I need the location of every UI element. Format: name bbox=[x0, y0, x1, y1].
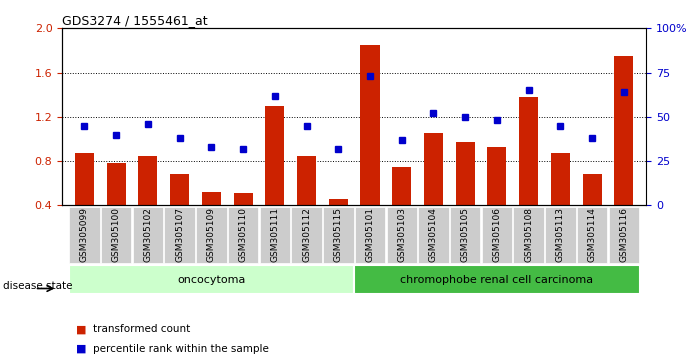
Bar bbox=[202, 192, 221, 205]
Text: GSM305110: GSM305110 bbox=[238, 207, 247, 262]
FancyBboxPatch shape bbox=[482, 207, 512, 263]
Text: disease state: disease state bbox=[3, 281, 73, 291]
Bar bbox=[487, 147, 507, 205]
FancyBboxPatch shape bbox=[68, 266, 354, 294]
Text: GSM305108: GSM305108 bbox=[524, 207, 533, 262]
Bar bbox=[170, 175, 189, 205]
FancyBboxPatch shape bbox=[354, 207, 386, 263]
FancyBboxPatch shape bbox=[354, 266, 640, 294]
FancyBboxPatch shape bbox=[164, 207, 195, 263]
Bar bbox=[234, 193, 253, 205]
Text: GSM305107: GSM305107 bbox=[175, 207, 184, 262]
Text: GSM305116: GSM305116 bbox=[619, 207, 628, 262]
FancyBboxPatch shape bbox=[260, 207, 290, 263]
Bar bbox=[583, 175, 602, 205]
Text: GSM305100: GSM305100 bbox=[112, 207, 121, 262]
Text: GDS3274 / 1555461_at: GDS3274 / 1555461_at bbox=[62, 14, 208, 27]
Bar bbox=[297, 155, 316, 205]
Bar bbox=[138, 155, 158, 205]
FancyBboxPatch shape bbox=[609, 207, 639, 263]
Bar bbox=[424, 133, 443, 205]
Text: percentile rank within the sample: percentile rank within the sample bbox=[93, 344, 269, 354]
Bar bbox=[329, 199, 348, 205]
Bar bbox=[551, 153, 570, 205]
Text: GSM305103: GSM305103 bbox=[397, 207, 406, 262]
Bar bbox=[265, 106, 284, 205]
Text: GSM305104: GSM305104 bbox=[429, 207, 438, 262]
FancyBboxPatch shape bbox=[545, 207, 576, 263]
Text: GSM305102: GSM305102 bbox=[143, 207, 153, 262]
Text: transformed count: transformed count bbox=[93, 324, 191, 334]
Text: GSM305114: GSM305114 bbox=[587, 207, 596, 262]
Text: GSM305109: GSM305109 bbox=[207, 207, 216, 262]
Text: GSM305112: GSM305112 bbox=[302, 207, 311, 262]
FancyBboxPatch shape bbox=[228, 207, 258, 263]
Text: ■: ■ bbox=[76, 344, 86, 354]
Text: GSM305101: GSM305101 bbox=[366, 207, 375, 262]
Text: chromophobe renal cell carcinoma: chromophobe renal cell carcinoma bbox=[400, 275, 594, 285]
FancyBboxPatch shape bbox=[69, 207, 100, 263]
Text: ■: ■ bbox=[76, 324, 86, 334]
Text: oncocytoma: oncocytoma bbox=[177, 275, 245, 285]
Text: GSM305105: GSM305105 bbox=[461, 207, 470, 262]
FancyBboxPatch shape bbox=[577, 207, 607, 263]
Bar bbox=[455, 142, 475, 205]
Bar bbox=[392, 167, 411, 205]
Text: GSM305106: GSM305106 bbox=[493, 207, 502, 262]
Text: GSM305099: GSM305099 bbox=[80, 207, 89, 262]
Bar bbox=[75, 153, 94, 205]
Bar bbox=[614, 56, 634, 205]
FancyBboxPatch shape bbox=[133, 207, 163, 263]
FancyBboxPatch shape bbox=[418, 207, 448, 263]
Text: GSM305113: GSM305113 bbox=[556, 207, 565, 262]
FancyBboxPatch shape bbox=[450, 207, 480, 263]
Bar bbox=[106, 163, 126, 205]
FancyBboxPatch shape bbox=[513, 207, 544, 263]
FancyBboxPatch shape bbox=[101, 207, 131, 263]
FancyBboxPatch shape bbox=[196, 207, 227, 263]
FancyBboxPatch shape bbox=[386, 207, 417, 263]
Bar bbox=[519, 97, 538, 205]
Text: GSM305111: GSM305111 bbox=[270, 207, 279, 262]
FancyBboxPatch shape bbox=[292, 207, 322, 263]
Text: GSM305115: GSM305115 bbox=[334, 207, 343, 262]
Bar bbox=[361, 45, 379, 205]
FancyBboxPatch shape bbox=[323, 207, 354, 263]
